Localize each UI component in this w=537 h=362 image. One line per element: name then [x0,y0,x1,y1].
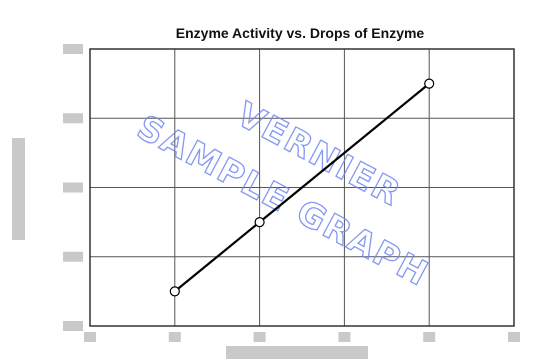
y-tick-label-blurred [63,251,83,262]
y-tick-label-blurred [63,321,83,331]
x-tick-label-blurred [338,332,351,342]
x-tick-label-blurred [84,332,96,342]
x-tick-label-blurred [253,332,266,342]
y-tick-label-blurred [63,44,83,54]
x-tick-label-blurred [508,332,520,342]
x-axis-label-blurred [226,346,368,359]
series [169,78,435,297]
watermark: VERNIER SAMPLE GRAPH [130,94,436,296]
y-tick-label-blurred [63,113,83,124]
data-point [424,78,435,89]
x-tick-label-blurred [168,332,181,342]
x-tick-label-blurred [423,332,436,342]
data-point [254,217,265,228]
y-axis-label-blurred [12,138,25,240]
plot-frame [89,48,515,327]
chart-title: Enzyme Activity vs. Drops of Enzyme [176,25,425,41]
data-point [169,286,180,297]
y-tick-label-blurred [63,182,83,193]
tick-labels-blurred [63,44,520,342]
